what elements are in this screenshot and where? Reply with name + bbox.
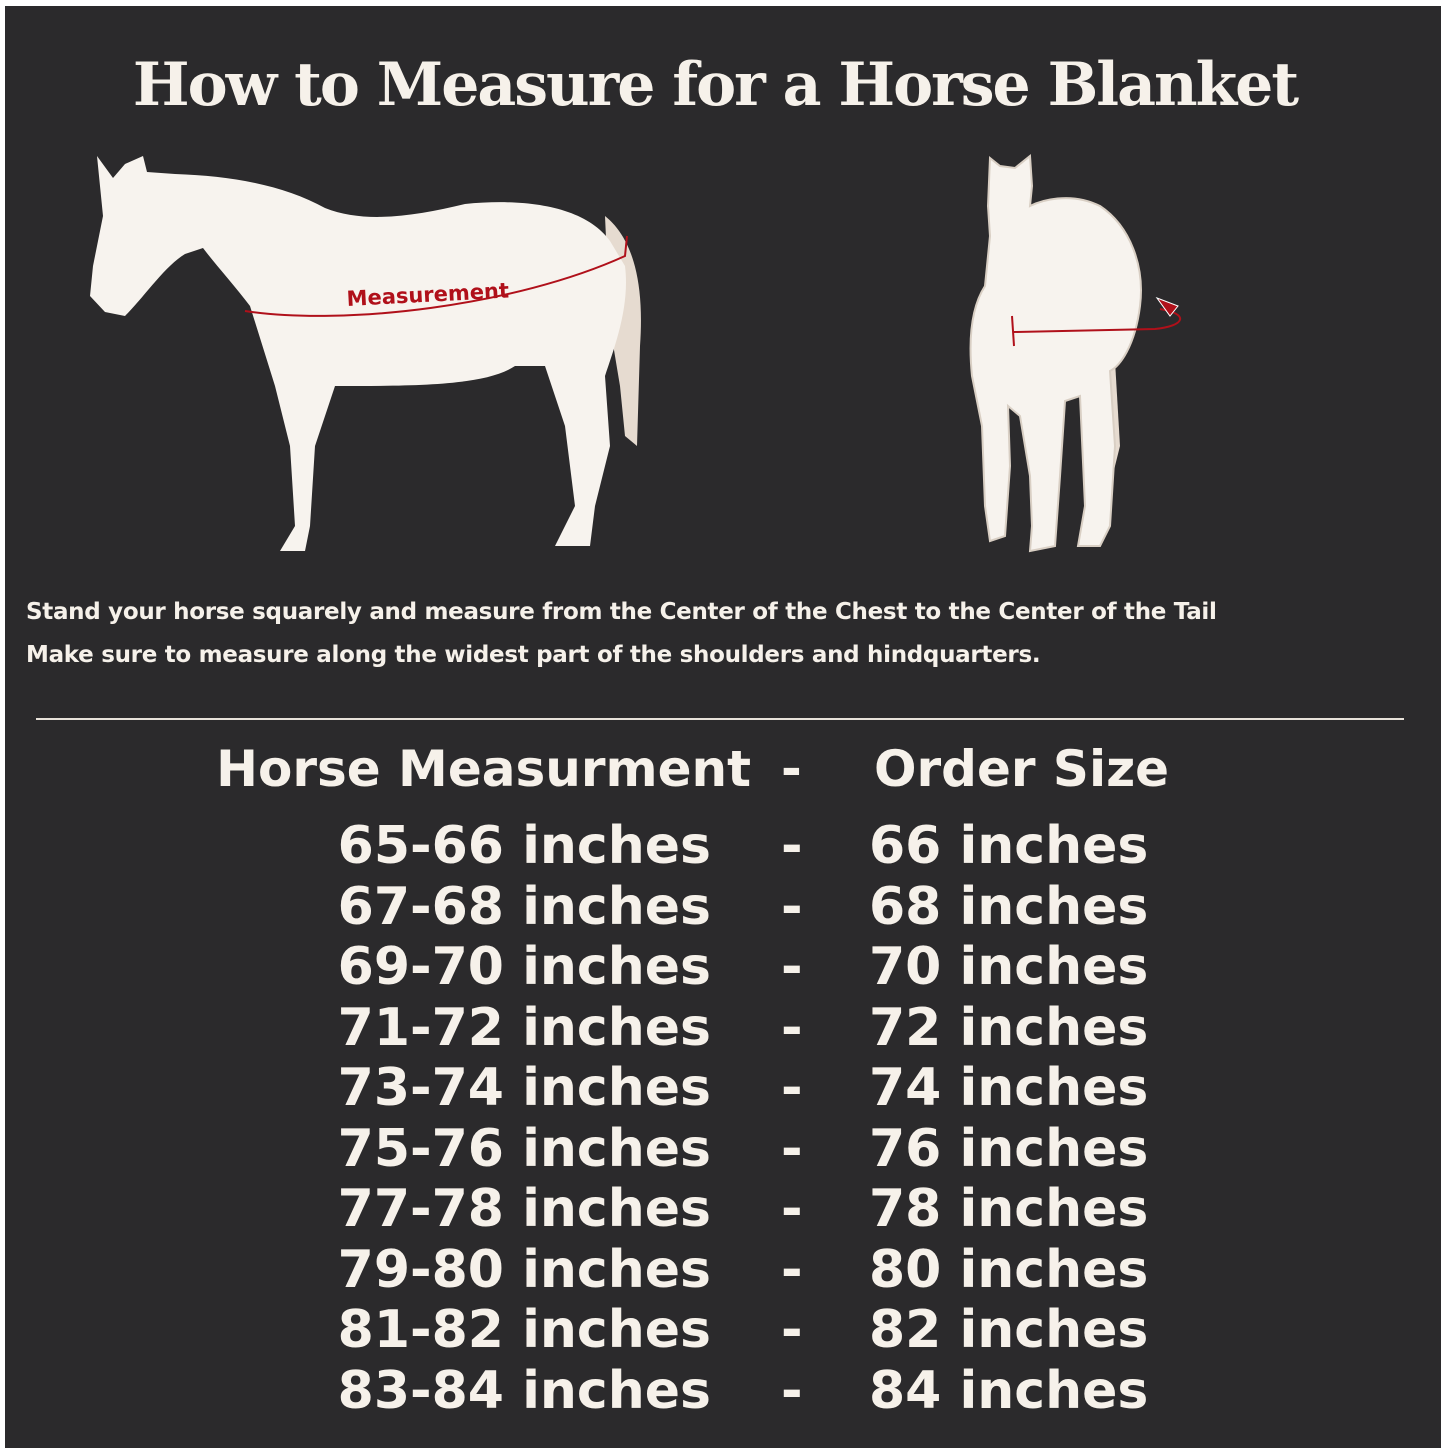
row-separator: -	[781, 816, 803, 876]
table-row: 77-78 inches - 78 inches	[5, 1179, 1441, 1239]
horse-measurement: 81-82 inches	[337, 1300, 711, 1360]
table-row: 71-72 inches - 72 inches	[5, 998, 1441, 1058]
order-size: 84 inches	[869, 1360, 1149, 1421]
horse-measurement: 69-70 inches	[337, 937, 711, 997]
horse-measurement: 79-80 inches	[337, 1239, 711, 1300]
horse-measurement: 67-68 inches	[337, 876, 711, 937]
horse-measurement: 65-66 inches	[337, 816, 711, 876]
page-title: How to Measure for a Horse Blanket	[132, 50, 1299, 120]
order-size: 66 inches	[869, 816, 1149, 876]
header-order-size: Order Size	[874, 740, 1170, 798]
horse-front-view-illustration	[969, 154, 1182, 553]
size-chart-panel: How to Measure for a Horse Blanket Measu…	[5, 6, 1441, 1448]
table-row: 81-82 inches - 82 inches	[5, 1300, 1441, 1360]
row-separator: -	[781, 1360, 803, 1421]
row-separator: -	[781, 937, 803, 997]
horse-measurement: 75-76 inches	[337, 1118, 711, 1179]
horse-front-body	[969, 154, 1142, 553]
instruction-line-2: Make sure to measure along the widest pa…	[26, 642, 1041, 668]
table-row: 73-74 inches - 74 inches	[5, 1058, 1441, 1118]
instruction-line-1: Stand your horse squarely and measure fr…	[26, 599, 1217, 625]
row-separator: -	[781, 997, 803, 1058]
row-separator: -	[781, 1239, 803, 1300]
row-separator: -	[781, 1300, 803, 1360]
header-separator: -	[781, 740, 802, 798]
table-row: 67-68 inches - 68 inches	[5, 877, 1441, 937]
table-header: Horse Measurment - Order Size	[5, 740, 1441, 800]
order-size: 74 inches	[869, 1058, 1149, 1118]
divider	[36, 718, 1404, 720]
row-separator: -	[781, 1179, 803, 1239]
row-separator: -	[781, 1118, 803, 1179]
order-size: 78 inches	[869, 1179, 1149, 1239]
table-row: 75-76 inches - 76 inches	[5, 1119, 1441, 1179]
horse-measurement: 77-78 inches	[337, 1179, 711, 1239]
horse-measurement: 83-84 inches	[337, 1360, 711, 1421]
row-separator: -	[781, 1058, 803, 1118]
horse-side-view-illustration: Measurement	[90, 156, 641, 551]
order-size: 70 inches	[869, 937, 1149, 997]
arrow-head-icon	[1155, 296, 1179, 317]
horse-measurement: 71-72 inches	[337, 997, 711, 1058]
order-size: 82 inches	[869, 1300, 1149, 1360]
header-measurement: Horse Measurment	[216, 740, 751, 798]
horse-body	[90, 156, 626, 551]
order-size: 72 inches	[869, 997, 1149, 1058]
row-separator: -	[781, 876, 803, 937]
horse-measurement: 73-74 inches	[337, 1058, 711, 1118]
order-size: 76 inches	[869, 1118, 1149, 1179]
table-row: 65-66 inches - 66 inches	[5, 816, 1441, 876]
measurement-line	[244, 235, 628, 317]
table-row: 79-80 inches - 80 inches	[5, 1240, 1441, 1300]
order-size: 80 inches	[869, 1239, 1149, 1300]
table-row: 69-70 inches - 70 inches	[5, 937, 1441, 997]
table-row: 83-84 inches - 84 inches	[5, 1361, 1441, 1421]
order-size: 68 inches	[869, 876, 1149, 937]
